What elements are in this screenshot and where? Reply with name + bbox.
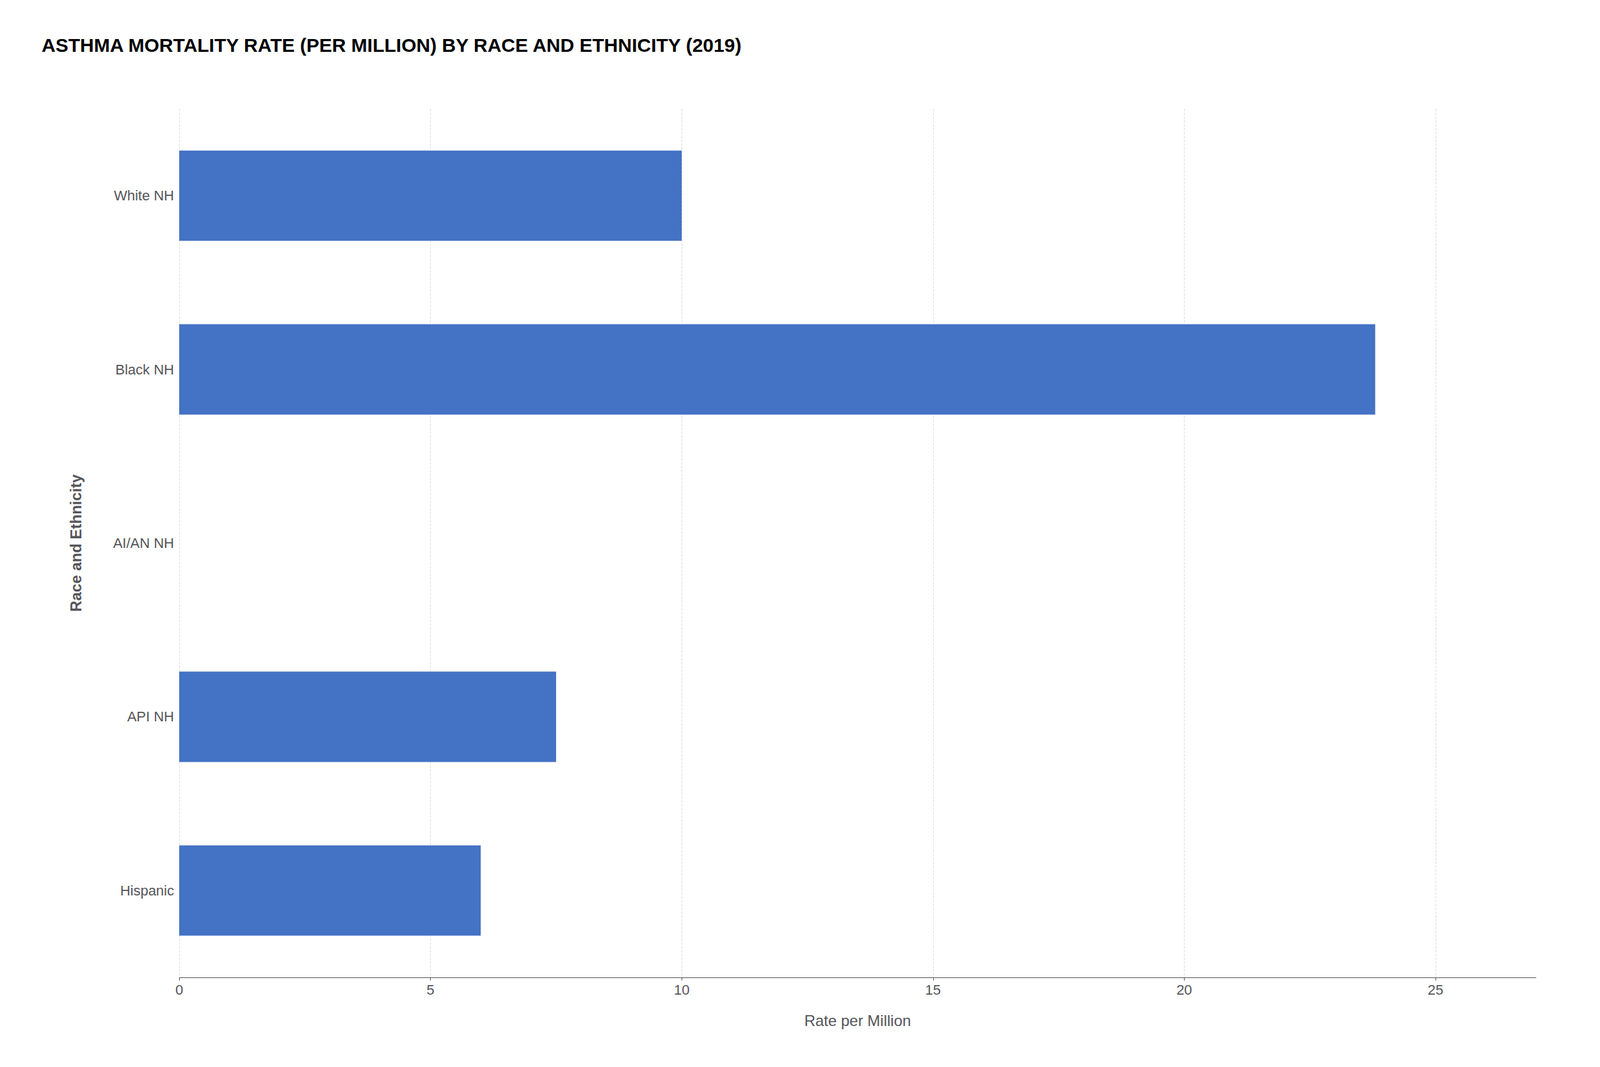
svg-text:20: 20: [1176, 981, 1192, 998]
svg-text:Rate per Million: Rate per Million: [804, 1011, 912, 1030]
svg-text:10: 10: [673, 981, 690, 998]
svg-text:ASTHMA MORTALITY RATE (PER MIL: ASTHMA MORTALITY RATE (PER MILLION) BY R…: [41, 34, 742, 56]
svg-text:Hispanic: Hispanic: [120, 882, 175, 899]
svg-text:API NH: API NH: [127, 708, 175, 725]
svg-text:Black NH: Black NH: [115, 361, 175, 378]
svg-text:White NH: White NH: [113, 187, 175, 204]
svg-text:5: 5: [426, 981, 434, 998]
svg-text:AI/AN NH: AI/AN NH: [113, 535, 175, 552]
svg-text:25: 25: [1427, 981, 1444, 998]
svg-text:0: 0: [175, 981, 184, 998]
svg-text:15: 15: [925, 981, 941, 998]
svg-text:Race and Ethnicity: Race and Ethnicity: [67, 473, 85, 612]
